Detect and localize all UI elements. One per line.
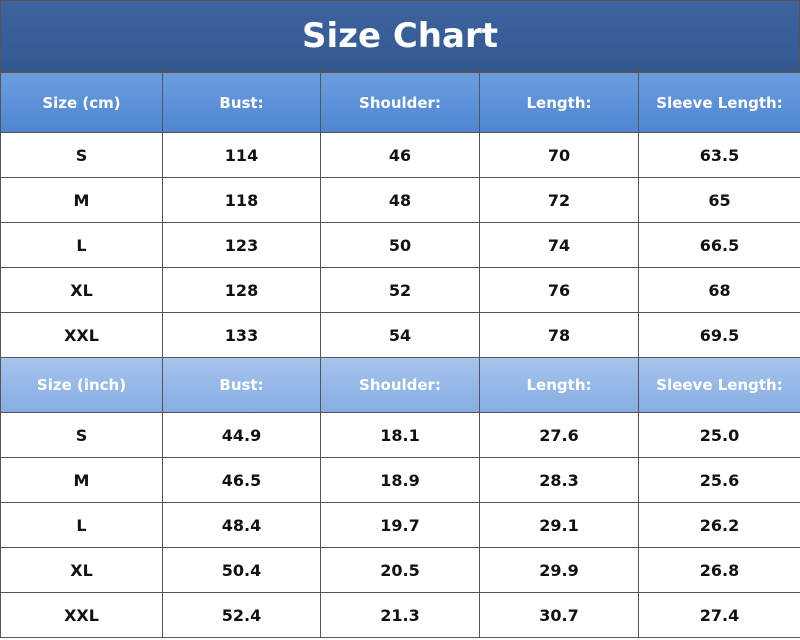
header-cell: Shoulder:	[320, 357, 480, 413]
table-cell: 68	[638, 267, 800, 313]
table-cell: 78	[479, 312, 639, 358]
header-cell: Size (inch)	[0, 357, 163, 413]
table-cell: 27.6	[479, 412, 639, 458]
table-cell: XL	[0, 267, 163, 313]
table-cell: 46.5	[162, 457, 321, 503]
table-cell: 27.4	[638, 592, 800, 638]
table-cell: L	[0, 502, 163, 548]
table-cell: 74	[479, 222, 639, 268]
table-cell: 52.4	[162, 592, 321, 638]
table-cell: 20.5	[320, 547, 480, 593]
table-cell: 46	[320, 132, 480, 178]
table-cell: 69.5	[638, 312, 800, 358]
table-cell: XXL	[0, 592, 163, 638]
table-cell: 48	[320, 177, 480, 223]
table-cell: 70	[479, 132, 639, 178]
table-cell: 26.2	[638, 502, 800, 548]
table-cell: 21.3	[320, 592, 480, 638]
title: Size Chart	[0, 0, 800, 72]
header-cell: Shoulder:	[320, 72, 480, 133]
table-cell: 48.4	[162, 502, 321, 548]
table-cell: 76	[479, 267, 639, 313]
table-cell: 25.6	[638, 457, 800, 503]
table-cell: 30.7	[479, 592, 639, 638]
table-cell: S	[0, 132, 163, 178]
header-cell: Size (cm)	[0, 72, 163, 133]
header-cell: Length:	[479, 357, 639, 413]
table-cell: 72	[479, 177, 639, 223]
table-cell: M	[0, 177, 163, 223]
table-cell: 65	[638, 177, 800, 223]
header-cell: Length:	[479, 72, 639, 133]
table-cell: M	[0, 457, 163, 503]
table-cell: 50.4	[162, 547, 321, 593]
table-cell: 29.9	[479, 547, 639, 593]
table-cell: XL	[0, 547, 163, 593]
table-cell: 133	[162, 312, 321, 358]
table-cell: 63.5	[638, 132, 800, 178]
header-cell: Sleeve Length:	[638, 72, 800, 133]
table-cell: 44.9	[162, 412, 321, 458]
table-cell: 50	[320, 222, 480, 268]
table-cell: L	[0, 222, 163, 268]
table-cell: 28.3	[479, 457, 639, 503]
table-cell: 52	[320, 267, 480, 313]
table-cell: 19.7	[320, 502, 480, 548]
table-cell: 29.1	[479, 502, 639, 548]
table-cell: 128	[162, 267, 321, 313]
table-cell: 114	[162, 132, 321, 178]
table-cell: 123	[162, 222, 321, 268]
table-cell: S	[0, 412, 163, 458]
header-cell: Bust:	[162, 72, 321, 133]
table-cell: 18.9	[320, 457, 480, 503]
header-cell: Bust:	[162, 357, 321, 413]
table-cell: XXL	[0, 312, 163, 358]
table-cell: 25.0	[638, 412, 800, 458]
table-cell: 18.1	[320, 412, 480, 458]
header-cell: Sleeve Length:	[638, 357, 800, 413]
table-cell: 66.5	[638, 222, 800, 268]
table-cell: 26.8	[638, 547, 800, 593]
table-cell: 54	[320, 312, 480, 358]
table-cell: 118	[162, 177, 321, 223]
